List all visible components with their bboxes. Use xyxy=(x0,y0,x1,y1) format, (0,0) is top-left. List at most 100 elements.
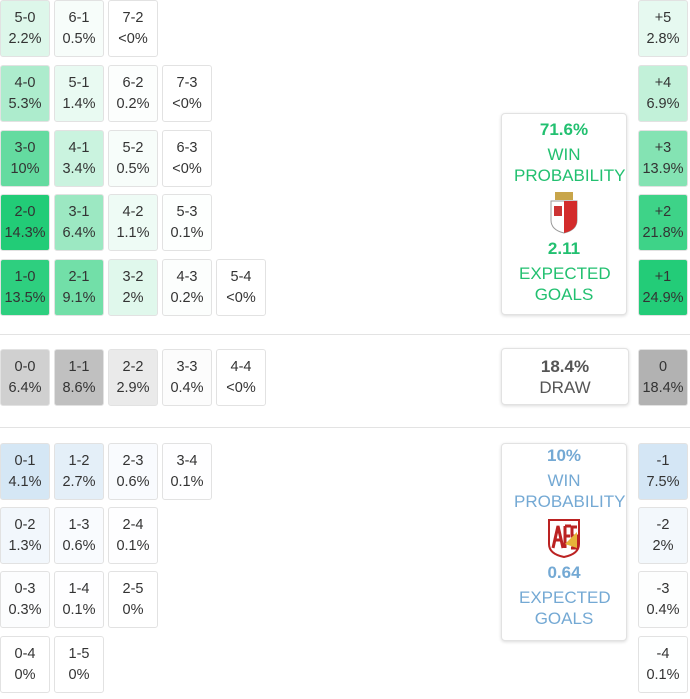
score-cell: 1-0 13.5% xyxy=(0,259,50,316)
score-cell: 6-2 0.2% xyxy=(108,65,158,122)
score-cell: 0-1 4.1% xyxy=(0,443,50,500)
draw-label: DRAW xyxy=(539,377,591,397)
probability: <0% xyxy=(172,160,202,177)
score-cell: 0-3 0.3% xyxy=(0,571,50,628)
probability: 2.2% xyxy=(8,30,42,47)
probability: 2.8% xyxy=(646,30,680,47)
score-cell: 1-2 2.7% xyxy=(54,443,104,500)
probability: 0% xyxy=(68,666,90,683)
score: 4-1 xyxy=(68,139,90,156)
probability: 2.9% xyxy=(116,379,150,396)
score-cell: 3-1 6.4% xyxy=(54,194,104,251)
score-cell: 0-0 6.4% xyxy=(0,349,50,406)
score: 6-1 xyxy=(68,9,90,26)
probability: 6.4% xyxy=(8,379,42,396)
probability: 0.2% xyxy=(116,95,150,112)
margin-cell: +3 13.9% xyxy=(638,130,688,187)
margin-cell: +4 6.9% xyxy=(638,65,688,122)
margin-cell: 0 18.4% xyxy=(638,349,688,406)
score: 1-0 xyxy=(14,268,36,285)
score: 5-3 xyxy=(176,203,198,220)
probability: 0% xyxy=(14,666,36,683)
probability: <0% xyxy=(172,95,202,112)
score: +4 xyxy=(654,74,672,91)
score-cell: 3-3 0.4% xyxy=(162,349,212,406)
score: 3-1 xyxy=(68,203,90,220)
score: 1-4 xyxy=(68,580,90,597)
score-cell: 3-0 10% xyxy=(0,130,50,187)
score: 3-2 xyxy=(122,268,144,285)
probability: 0.5% xyxy=(116,160,150,177)
score: -4 xyxy=(656,645,670,662)
score: 7-2 xyxy=(122,9,144,26)
score: 7-3 xyxy=(176,74,198,91)
probability: 14.3% xyxy=(4,224,46,241)
probability: 1.4% xyxy=(62,95,96,112)
score: 5-2 xyxy=(122,139,144,156)
probability: 0.1% xyxy=(62,601,96,618)
probability: 0.2% xyxy=(170,289,204,306)
home-card: 71.6% WIN PROBABILITY 2.11 EXPECTED GOAL… xyxy=(501,113,627,315)
away-card: 10% WIN PROBABILITY 0.64 EXPECTED GOALS xyxy=(501,443,627,641)
score: 3-4 xyxy=(176,452,198,469)
score-cell: 6-3 <0% xyxy=(162,130,212,187)
probability: 18.4% xyxy=(642,379,684,396)
score-cell: 2-1 9.1% xyxy=(54,259,104,316)
score: 1-1 xyxy=(68,358,90,375)
probability: 13.5% xyxy=(4,289,46,306)
score: 5-1 xyxy=(68,74,90,91)
margin-cell: +2 21.8% xyxy=(638,194,688,251)
score-cell: 2-0 14.3% xyxy=(0,194,50,251)
score: 5-0 xyxy=(14,9,36,26)
score-cell: 7-2 <0% xyxy=(108,0,158,57)
score-cell: 4-2 1.1% xyxy=(108,194,158,251)
probability: 1.1% xyxy=(116,224,150,241)
score-cell: 2-5 0% xyxy=(108,571,158,628)
probability: <0% xyxy=(226,379,256,396)
probability: 3.4% xyxy=(62,160,96,177)
score: 0-1 xyxy=(14,452,36,469)
score: 5-4 xyxy=(230,268,252,285)
draw-card: 18.4% DRAW xyxy=(501,348,629,405)
margin-cell: -2 2% xyxy=(638,507,688,564)
score-cell: 1-1 8.6% xyxy=(54,349,104,406)
margin-cell: +1 24.9% xyxy=(638,259,688,316)
margin-cell: -3 0.4% xyxy=(638,571,688,628)
probability: 21.8% xyxy=(642,224,684,241)
score-cell: 1-4 0.1% xyxy=(54,571,104,628)
score: 3-0 xyxy=(14,139,36,156)
separator xyxy=(0,334,690,335)
probability: 6.9% xyxy=(646,95,680,112)
score-cell: 2-3 0.6% xyxy=(108,443,158,500)
score-cell: 4-3 0.2% xyxy=(162,259,212,316)
probability: 0.6% xyxy=(62,537,96,554)
probability: 7.5% xyxy=(646,473,680,490)
probability: 2% xyxy=(652,537,674,554)
score: +1 xyxy=(654,268,672,285)
probability: 24.9% xyxy=(642,289,684,306)
score: 4-4 xyxy=(230,358,252,375)
probability: 13.9% xyxy=(642,160,684,177)
score: -3 xyxy=(656,580,670,597)
probability: 0.1% xyxy=(646,666,680,683)
probability: <0% xyxy=(226,289,256,306)
score-cell: 3-2 2% xyxy=(108,259,158,316)
win-probability: 71.6% xyxy=(539,120,589,139)
score: -2 xyxy=(656,516,670,533)
score: 6-3 xyxy=(176,139,198,156)
score-cell: 0-4 0% xyxy=(0,636,50,693)
score: 0-3 xyxy=(14,580,36,597)
separator xyxy=(0,427,690,428)
probability: 9.1% xyxy=(62,289,96,306)
probability: 2.7% xyxy=(62,473,96,490)
probability: 0.1% xyxy=(170,224,204,241)
probability: 0.4% xyxy=(170,379,204,396)
goals-label: EXPECTED GOALS xyxy=(519,264,611,304)
score: 2-1 xyxy=(68,268,90,285)
score: 2-0 xyxy=(14,203,36,220)
score-cell: 5-1 1.4% xyxy=(54,65,104,122)
probability: 0.6% xyxy=(116,473,150,490)
expected-goals: 2.11 xyxy=(547,239,581,258)
score: 0-4 xyxy=(14,645,36,662)
